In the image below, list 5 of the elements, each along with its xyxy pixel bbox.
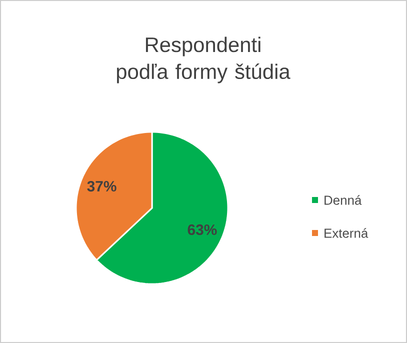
legend-label: Denná [324, 195, 362, 205]
data-label: 37% [87, 180, 116, 192]
legend-label: Externá [324, 228, 368, 238]
data-label: 63% [188, 224, 217, 236]
chart-title: Respondenti podľa formy štúdia [116, 36, 290, 84]
